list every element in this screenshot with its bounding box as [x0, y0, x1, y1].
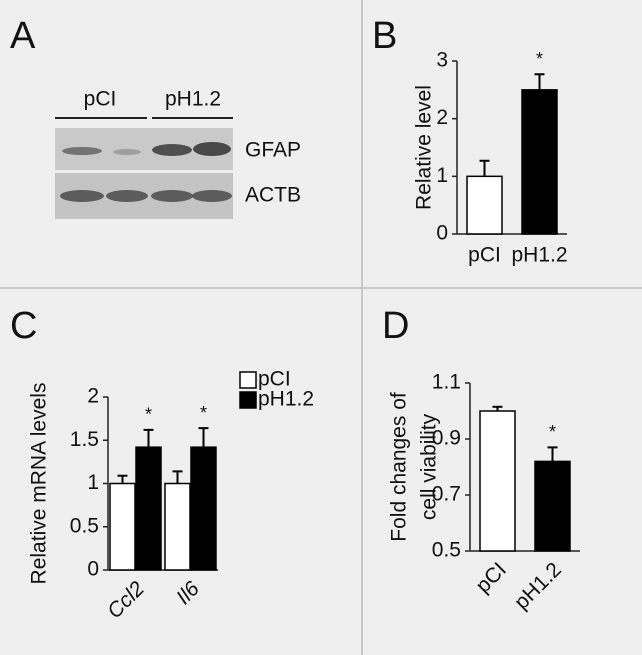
- panel-label: D: [382, 305, 409, 347]
- y-axis-label: cell viability: [418, 413, 441, 520]
- bar: [534, 460, 571, 552]
- significance-label: *: [200, 403, 207, 423]
- band: [60, 190, 104, 202]
- lane-group-label: pCI: [84, 88, 117, 111]
- bar: [109, 482, 136, 571]
- y-axis-label: Relative mRNA levels: [28, 383, 51, 585]
- legend-swatch: [239, 371, 257, 389]
- band: [151, 190, 193, 202]
- bands: [60, 142, 232, 202]
- x-tick-label: pH1.2: [511, 244, 567, 267]
- panel-label: C: [10, 305, 37, 347]
- y-tick-label: 0.9: [432, 427, 461, 450]
- band: [192, 190, 232, 202]
- y-axis-label: Fold changes of: [388, 392, 411, 542]
- panel-label: A: [10, 15, 36, 57]
- legend-label: pH1.2: [258, 388, 314, 411]
- bar: [164, 482, 191, 571]
- bar: [190, 446, 217, 571]
- bar: [479, 410, 516, 552]
- y-tick-label: 2: [87, 385, 99, 408]
- y-axis-label: Relative level: [413, 85, 436, 210]
- y-tick-label: 3: [436, 49, 448, 72]
- y-tick-label: 1: [87, 471, 99, 494]
- y-tick-label: 0: [87, 558, 99, 581]
- y-tick-label: 0: [436, 222, 448, 245]
- legend-swatch: [239, 391, 257, 409]
- bar: [521, 89, 558, 235]
- bar: [466, 175, 503, 235]
- y-tick-label: 0.5: [70, 514, 99, 537]
- band: [106, 190, 148, 202]
- band: [62, 147, 102, 155]
- band-label: ACTB: [245, 184, 301, 207]
- significance-label: *: [145, 405, 152, 425]
- x-tick-label: pCI: [468, 244, 501, 267]
- significance-label: *: [549, 422, 556, 442]
- significance-label: *: [536, 49, 543, 69]
- y-tick-label: 0.7: [432, 483, 461, 506]
- y-tick-label: 1.1: [432, 371, 461, 394]
- band: [152, 144, 192, 156]
- y-tick-label: 1: [436, 164, 448, 187]
- panel-label: B: [372, 15, 397, 57]
- lane-group-label: pH1.2: [165, 88, 221, 111]
- y-tick-label: 0.5: [432, 539, 461, 562]
- band: [113, 149, 141, 155]
- band: [193, 142, 231, 156]
- y-tick-label: 2: [436, 106, 448, 129]
- y-tick-label: 1.5: [70, 428, 99, 451]
- bar: [135, 446, 162, 571]
- band-label: GFAP: [245, 139, 301, 162]
- legend-label: pCI: [258, 368, 291, 391]
